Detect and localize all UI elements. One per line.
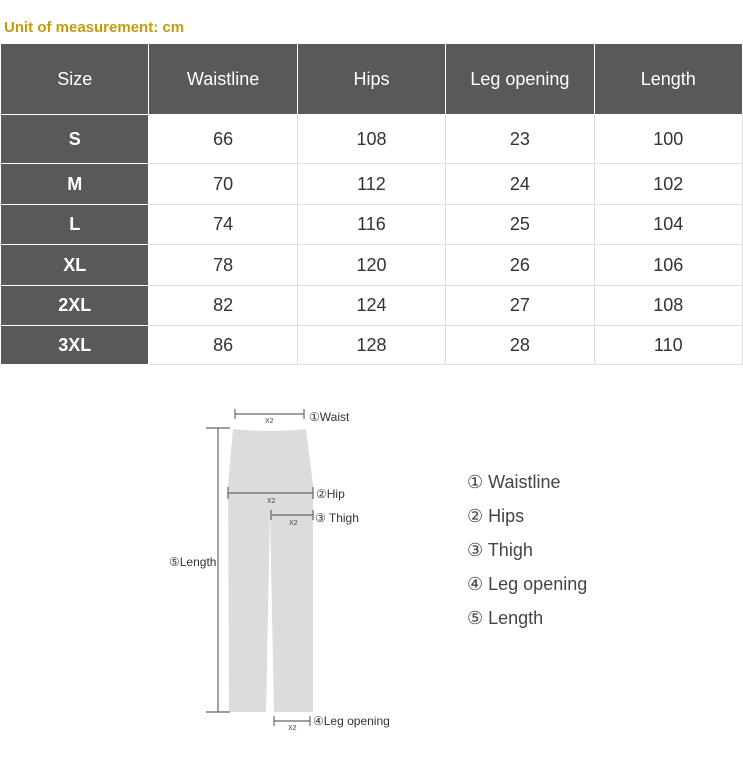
length-label: ⑤Length (169, 555, 216, 569)
legend-item: ⑤ Length (467, 608, 544, 628)
waist-x2: X2 (265, 418, 274, 425)
table-row: XL 78 120 26 106 (0, 244, 743, 286)
size-cell: 3XL (0, 325, 150, 365)
value-cell: 70 (148, 163, 298, 205)
value-cell: 25 (445, 204, 595, 245)
value-cell: 104 (593, 204, 743, 245)
size-cell: 2XL (0, 285, 150, 326)
value-cell: 24 (445, 163, 595, 205)
table-row: 3XL 86 128 28 110 (0, 325, 743, 365)
thigh-label: ③ Thigh (315, 511, 359, 525)
value-cell: 86 (148, 325, 298, 365)
header-leg-opening: Leg opening (445, 43, 595, 115)
value-cell: 26 (445, 244, 595, 286)
legend-item: ④ Leg opening (467, 574, 588, 594)
hip-label: ②Hip (316, 487, 345, 501)
legend-item: ① Waistline (467, 472, 561, 492)
value-cell: 112 (296, 163, 447, 205)
size-cell: L (0, 204, 150, 245)
header-hips: Hips (296, 43, 447, 115)
thigh-x2: X2 (289, 520, 298, 527)
legend-item: ② Hips (467, 506, 525, 526)
value-cell: 116 (296, 204, 447, 245)
value-cell: 23 (445, 114, 595, 164)
value-cell: 82 (148, 285, 298, 326)
value-cell: 27 (445, 285, 595, 326)
legend-item: ③ Thigh (467, 540, 533, 560)
header-length: Length (593, 43, 743, 115)
unit-label: Unit of measurement: cm (4, 19, 185, 36)
value-cell: 102 (593, 163, 743, 205)
waist-label: ①Waist (309, 410, 350, 424)
table-header-row: Size Waistline Hips Leg opening Length (0, 43, 743, 115)
value-cell: 124 (296, 285, 447, 326)
value-cell: 120 (296, 244, 447, 286)
size-chart-table: Size Waistline Hips Leg opening Length S… (0, 43, 743, 365)
value-cell: 110 (593, 325, 743, 365)
table-row: 2XL 82 124 27 108 (0, 285, 743, 326)
value-cell: 28 (445, 325, 595, 365)
leg-x2: X2 (288, 725, 297, 732)
measurement-legend: ① Waistline ② Hips ③ Thigh ④ Leg opening… (467, 472, 587, 642)
table-row: L 74 116 25 104 (0, 204, 743, 245)
pants-silhouette (228, 429, 313, 712)
value-cell: 108 (296, 114, 447, 164)
value-cell: 106 (593, 244, 743, 286)
hip-x2: X2 (267, 498, 276, 505)
leg-opening-label: ④Leg opening (313, 714, 390, 728)
size-cell: XL (0, 244, 150, 286)
value-cell: 66 (148, 114, 298, 164)
header-waistline: Waistline (148, 43, 298, 115)
